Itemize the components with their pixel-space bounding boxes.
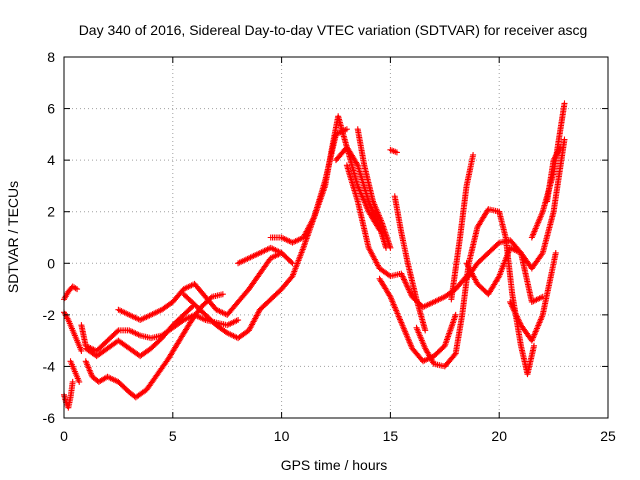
data-point — [343, 126, 350, 133]
data-point-fill — [556, 145, 563, 152]
y-tick-label: 4 — [47, 152, 55, 168]
y-tick-label: 8 — [47, 49, 55, 65]
data-point — [219, 291, 226, 298]
axis-ticks: 0 5 10 15 20 25 -6 -4 -2 0 2 4 6 8 — [43, 49, 616, 444]
x-tick-label: 0 — [60, 428, 68, 444]
data-point-fill — [114, 328, 121, 335]
data-point — [78, 347, 85, 354]
x-tick-label: 20 — [491, 428, 507, 444]
data-point — [552, 249, 559, 256]
data-point — [470, 151, 477, 158]
y-tick-label: -4 — [43, 358, 56, 374]
y-tick-label: -2 — [43, 307, 56, 323]
y-tick-label: 0 — [47, 255, 55, 271]
data-point — [235, 317, 242, 324]
data-point — [531, 342, 538, 349]
data-point — [393, 149, 400, 156]
data-point-fill — [288, 259, 295, 266]
data-point-fill — [451, 351, 458, 358]
y-axis-label: SDTVAR / TECUs — [5, 181, 21, 293]
y-tick-label: 6 — [47, 101, 55, 117]
chart-title: Day 340 of 2016, Sidereal Day-to-day VTE… — [79, 22, 588, 38]
x-axis-label: GPS time / hours — [281, 457, 388, 473]
plot-frame — [63, 56, 609, 419]
x-tick-label: 25 — [600, 428, 616, 444]
data-point — [452, 311, 459, 318]
x-tick-label: 10 — [274, 428, 290, 444]
data-point-fill — [494, 240, 501, 247]
y-tick-label: -6 — [43, 410, 56, 426]
data-point-fill — [510, 306, 517, 313]
data-point-fill — [353, 160, 360, 167]
grid — [64, 57, 608, 418]
data-point — [557, 144, 564, 151]
data-point — [561, 136, 568, 143]
data-point — [76, 378, 83, 385]
x-tick-label: 5 — [169, 428, 177, 444]
x-tick-label: 15 — [383, 428, 399, 444]
data-point — [74, 286, 81, 293]
data-point — [289, 260, 296, 267]
data-point-fill — [495, 274, 502, 281]
data-point — [561, 100, 568, 107]
data-point-fill — [516, 319, 523, 326]
data-point — [422, 327, 429, 334]
data-point — [387, 244, 394, 251]
data-point — [69, 378, 76, 385]
data-points — [61, 100, 568, 411]
y-tick-label: 2 — [47, 204, 55, 220]
data-point-fill — [538, 251, 545, 258]
